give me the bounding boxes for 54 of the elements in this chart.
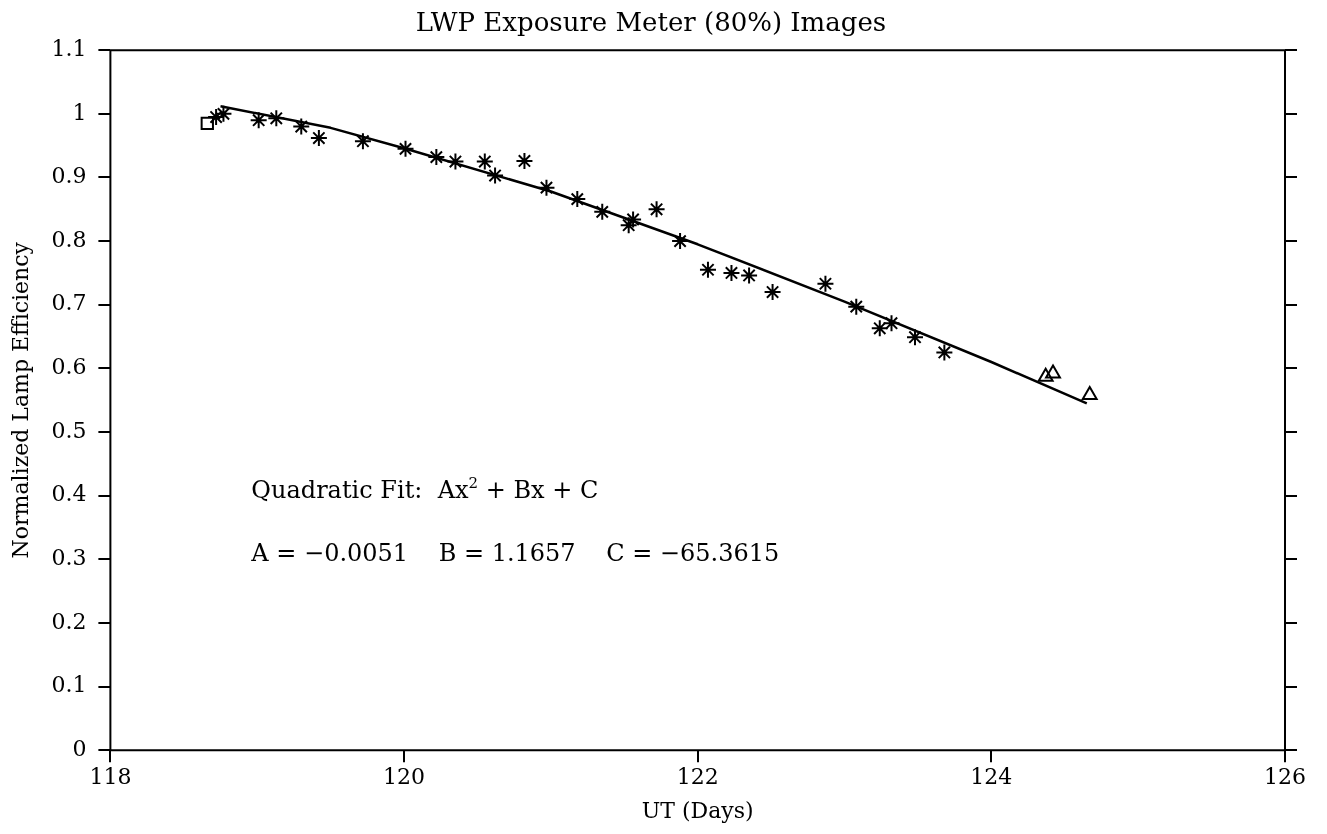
point [568, 190, 587, 209]
x-tick-label: 124 [970, 764, 1013, 790]
y-tick-label: 0.3 [51, 545, 87, 571]
point [1037, 367, 1054, 382]
point [935, 343, 954, 362]
point [309, 129, 328, 148]
x-tick-label: 120 [383, 764, 426, 790]
point [816, 274, 835, 293]
point [722, 263, 741, 282]
point [396, 139, 415, 158]
point [537, 178, 556, 197]
point [1081, 386, 1098, 401]
y-tick-label: 1.1 [51, 35, 87, 61]
y-tick-label: 1 [72, 99, 87, 125]
point [486, 166, 505, 185]
point [446, 152, 465, 171]
point [1045, 364, 1061, 379]
point [249, 111, 268, 130]
point [671, 232, 690, 251]
point [214, 104, 233, 123]
point [763, 283, 782, 302]
point [267, 109, 286, 128]
y-tick-label: 0.2 [51, 608, 87, 634]
x-axis-title: UT (Days) [641, 797, 754, 823]
y-tick-label: 0.1 [51, 672, 87, 698]
y-tick-label: 0.4 [51, 481, 87, 507]
x-tick-label: 122 [676, 764, 719, 790]
y-tick-label: 0.5 [51, 417, 87, 443]
point [427, 148, 446, 167]
chart-title: LWP Exposure Meter (80%) Images [415, 7, 887, 38]
y-tick-label: 0.6 [51, 354, 87, 380]
annotation: A = −0.0051 B = 1.1657 C = −65.3615 [250, 539, 780, 568]
y-tick-label: 0.9 [51, 163, 87, 189]
point [515, 151, 534, 170]
point [619, 216, 638, 235]
point [740, 266, 759, 285]
point [624, 210, 643, 229]
point [475, 152, 494, 171]
x-tick-label: 118 [89, 764, 132, 790]
point [882, 314, 901, 333]
y-axis-title: Normalized Lamp Efficiency [7, 241, 33, 559]
y-tick-label: 0.8 [51, 226, 87, 252]
point [906, 328, 924, 347]
point [200, 116, 214, 131]
point [647, 200, 666, 219]
point [698, 260, 717, 279]
point [847, 297, 866, 316]
y-tick-label: 0.7 [51, 290, 87, 316]
point [353, 132, 372, 151]
point [292, 117, 311, 136]
point [593, 202, 612, 221]
point [870, 319, 889, 338]
y-tick-label: 0 [72, 735, 87, 761]
x-tick-label: 126 [1264, 764, 1306, 790]
